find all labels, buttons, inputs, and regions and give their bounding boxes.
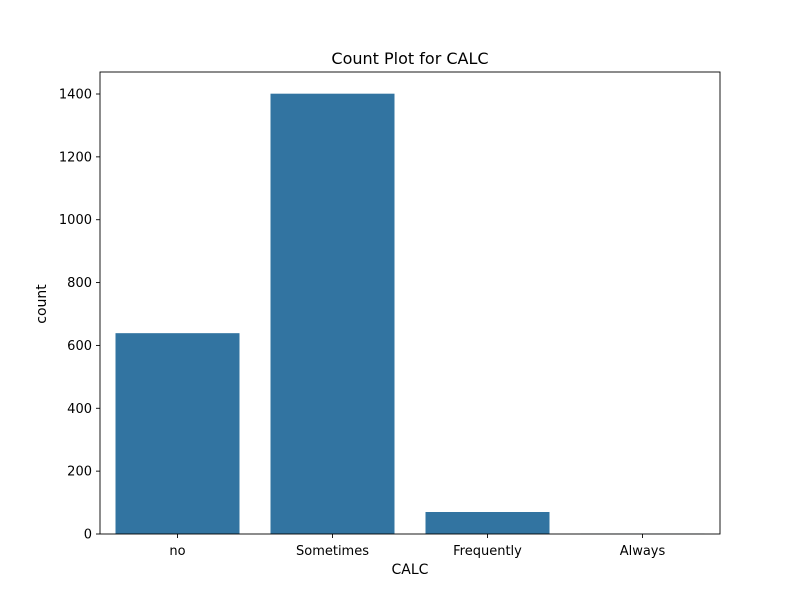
chart-title: Count Plot for CALC (331, 49, 488, 68)
bars-group (115, 93, 705, 534)
y-axis-label: count (34, 284, 50, 324)
x-tick-label: Frequently (453, 544, 522, 559)
x-tick-label: Always (620, 544, 666, 559)
y-tick-label: 600 (67, 339, 92, 354)
y-tick-label: 1200 (59, 150, 92, 165)
x-tick-label: Sometimes (296, 544, 369, 559)
y-tick-label: 1400 (59, 88, 92, 103)
bar-sometimes (270, 93, 395, 534)
x-tick-label: no (169, 544, 185, 559)
y-tick-label: 200 (67, 465, 92, 480)
bar-no (115, 333, 240, 534)
y-axis: 0 200 400 600 800 1000 1200 1400 (59, 88, 100, 543)
y-tick-label: 400 (67, 402, 92, 417)
bar-frequently (425, 512, 550, 534)
y-tick-label: 800 (67, 276, 92, 291)
y-tick-label: 0 (84, 528, 92, 543)
x-axis: no Sometimes Frequently Always (169, 534, 666, 559)
plot-frame (99, 71, 721, 535)
y-tick-label: 1000 (59, 213, 92, 228)
x-axis-label: CALC (392, 562, 429, 578)
